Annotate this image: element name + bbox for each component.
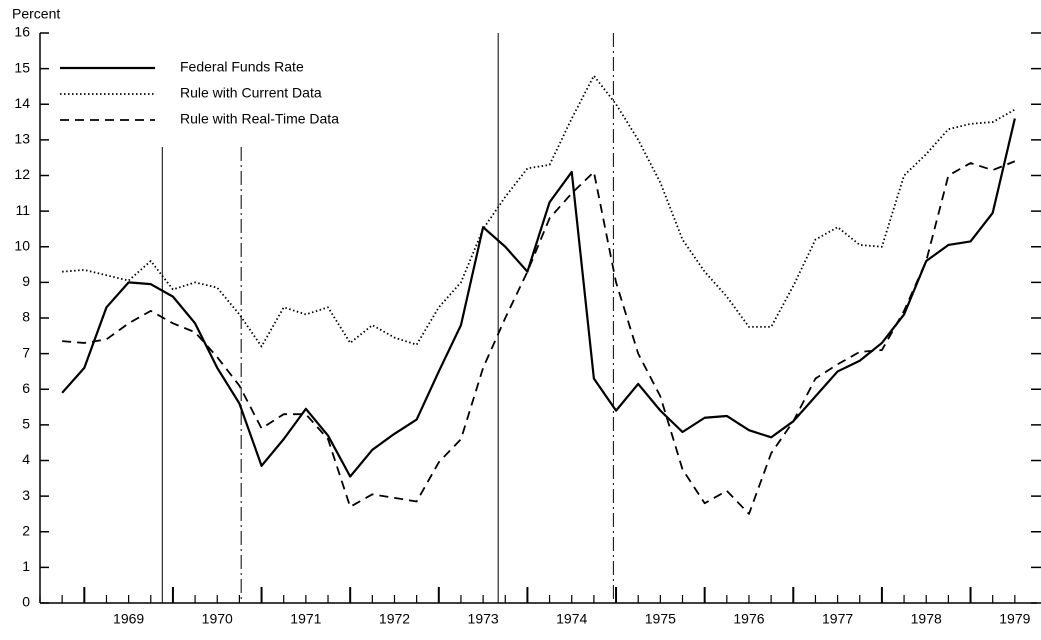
- y-tick-label: 10: [14, 237, 30, 253]
- y-tick-label: 12: [14, 166, 30, 182]
- y-tick-label: 16: [14, 24, 30, 40]
- x-tick-label: 1975: [645, 611, 676, 627]
- y-tick-label: 4: [22, 451, 30, 467]
- y-tick-label: 7: [22, 344, 30, 360]
- x-tick-label: 1974: [556, 611, 587, 627]
- x-tick-label: 1971: [290, 611, 321, 627]
- legend-label: Federal Funds Rate: [180, 59, 304, 75]
- y-tick-label: 2: [22, 522, 30, 538]
- x-tick-label: 1969: [113, 611, 144, 627]
- y-axis-label: Percent: [12, 6, 60, 22]
- x-tick-label: 1976: [733, 611, 764, 627]
- y-tick-label: 15: [14, 59, 30, 75]
- x-tick-label: 1977: [822, 611, 853, 627]
- y-tick-label: 0: [22, 594, 30, 610]
- series-line: [62, 160, 1016, 515]
- y-tick-label: 9: [22, 273, 30, 289]
- x-tick-label: 1979: [999, 611, 1030, 627]
- y-tick-label: 5: [22, 416, 30, 432]
- series-line: [61, 118, 1016, 478]
- y-tick-label: 11: [15, 202, 30, 218]
- legend-label: Rule with Current Data: [180, 85, 322, 101]
- x-tick-label: 1970: [202, 611, 233, 627]
- x-tick-label: 1973: [468, 611, 499, 627]
- y-tick-label: 6: [22, 380, 30, 396]
- y-tick-label: 14: [14, 95, 30, 111]
- y-tick-label: 3: [22, 487, 30, 503]
- legend-label: Rule with Real-Time Data: [180, 111, 339, 127]
- y-tick-label: 1: [22, 558, 30, 574]
- y-tick-label: 13: [14, 131, 30, 147]
- y-tick-label: 8: [22, 309, 30, 325]
- x-tick-label: 1972: [379, 611, 410, 627]
- series-line: [62, 74, 1016, 348]
- x-tick-label: 1978: [911, 611, 942, 627]
